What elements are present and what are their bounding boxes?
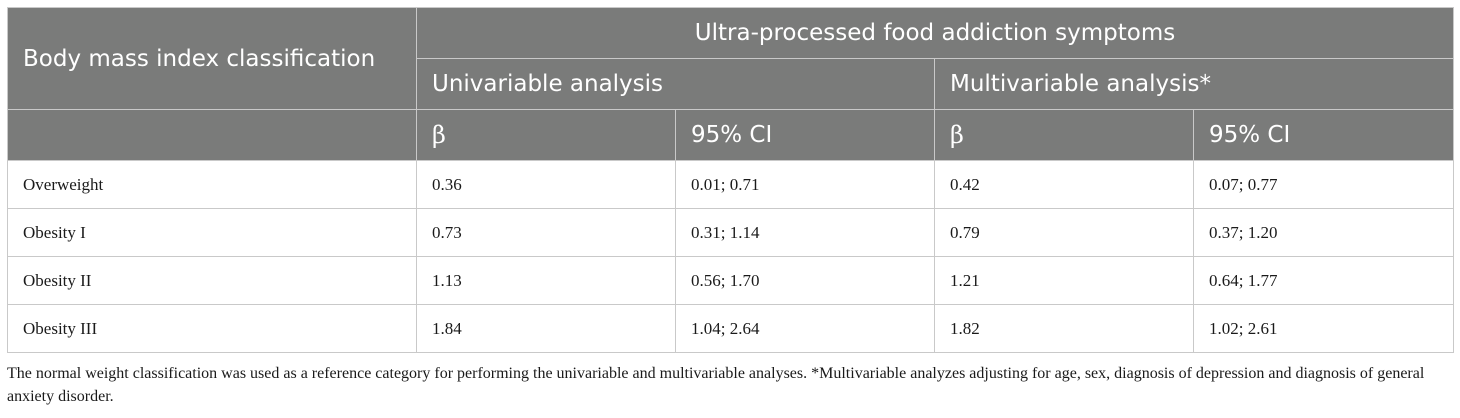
- uni-ci-header: 95% CI: [675, 109, 935, 161]
- multi-beta-cell: 0.79: [934, 208, 1194, 257]
- header-row-stats: β 95% CI β 95% CI: [7, 109, 1455, 161]
- row-label: Obesity III: [7, 304, 417, 353]
- uni-ci-cell: 0.56; 1.70: [675, 256, 935, 305]
- table-footnote: The normal weight classification was use…: [7, 365, 1425, 405]
- uni-beta-cell: 0.73: [416, 208, 676, 257]
- uni-beta-header: β: [416, 109, 676, 161]
- uni-beta-cell: 1.84: [416, 304, 676, 353]
- table-header: Body mass index classification Ultra-pro…: [7, 7, 1455, 161]
- table-row: Obesity II 1.13 0.56; 1.70 1.21 0.64; 1.…: [7, 256, 1455, 305]
- header-row-group: Body mass index classification Ultra-pro…: [7, 7, 1455, 110]
- table-container: Body mass index classification Ultra-pro…: [7, 7, 1455, 408]
- table-row: Overweight 0.36 0.01; 0.71 0.42 0.07; 0.…: [7, 160, 1455, 209]
- group-title: Ultra-processed food addiction symptoms: [415, 7, 1455, 59]
- uni-beta-cell: 1.13: [416, 256, 676, 305]
- univariable-header: Univariable analysis: [416, 58, 935, 110]
- results-table: Body mass index classification Ultra-pro…: [7, 7, 1455, 353]
- table-body: Overweight 0.36 0.01; 0.71 0.42 0.07; 0.…: [7, 160, 1455, 353]
- uni-beta-cell: 0.36: [416, 160, 676, 209]
- row-label: Overweight: [7, 160, 417, 209]
- uni-ci-cell: 0.31; 1.14: [675, 208, 935, 257]
- multi-beta-cell: 0.42: [934, 160, 1194, 209]
- row-label: Obesity II: [7, 256, 417, 305]
- uni-ci-cell: 0.01; 0.71: [675, 160, 935, 209]
- multi-beta-cell: 1.21: [934, 256, 1194, 305]
- multi-ci-cell: 0.37; 1.20: [1192, 208, 1455, 257]
- row-label: Obesity I: [7, 208, 417, 257]
- empty-header-cell: [7, 109, 417, 161]
- table-row: Obesity III 1.84 1.04; 2.64 1.82 1.02; 2…: [7, 304, 1455, 353]
- multi-beta-header: β: [934, 109, 1194, 161]
- uni-ci-cell: 1.04; 2.64: [675, 304, 935, 353]
- header-row-analyses: Univariable analysis Multivariable analy…: [8, 58, 1455, 110]
- multi-ci-cell: 1.02; 2.61: [1192, 304, 1455, 353]
- multi-beta-cell: 1.82: [934, 304, 1194, 353]
- multi-ci-cell: 0.07; 0.77: [1192, 160, 1455, 209]
- table-row: Obesity I 0.73 0.31; 1.14 0.79 0.37; 1.2…: [7, 208, 1455, 257]
- row-header-bmi: Body mass index classification: [7, 7, 417, 110]
- multivariable-header: Multivariable analysis*: [933, 58, 1455, 110]
- multi-ci-cell: 0.64; 1.77: [1192, 256, 1455, 305]
- multi-ci-header: 95% CI: [1192, 109, 1455, 161]
